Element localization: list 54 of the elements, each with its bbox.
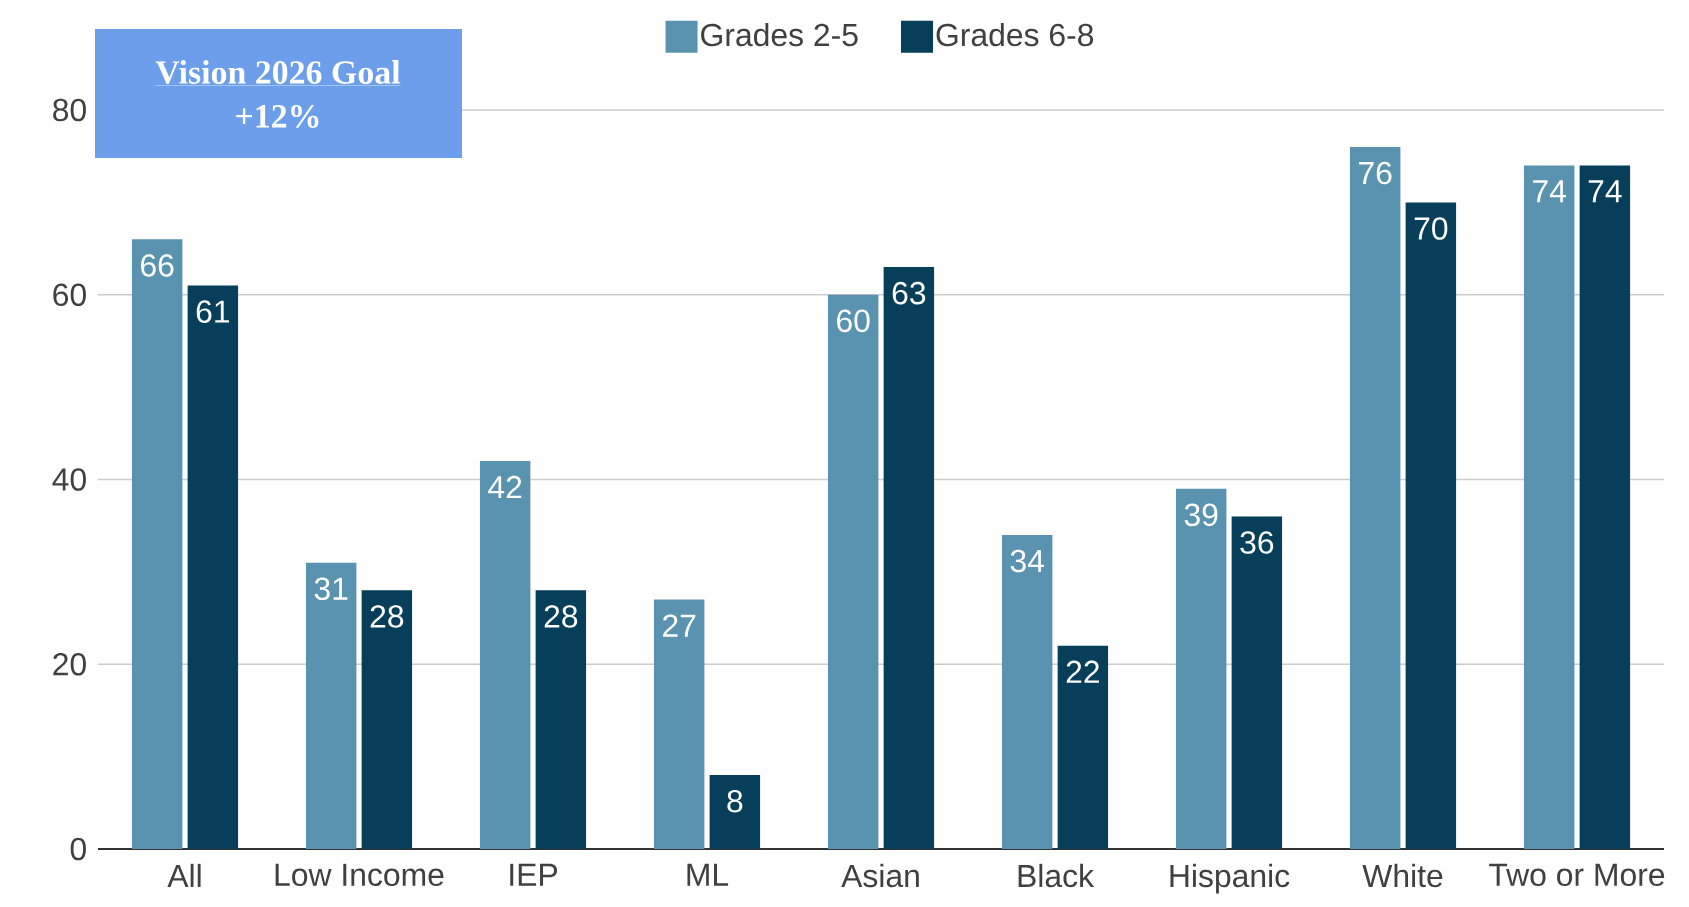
bar	[1057, 645, 1109, 849]
bar	[1579, 165, 1631, 849]
bar	[709, 775, 761, 849]
data-label: 42	[488, 475, 522, 499]
x-tick-label: Asian	[841, 863, 919, 888]
x-tick-label: Two or More	[1489, 863, 1665, 887]
y-tick-label: 40	[52, 468, 86, 491]
y-tick-label: 0	[70, 837, 86, 861]
bar	[479, 461, 531, 849]
bar	[1405, 202, 1457, 849]
bar	[535, 590, 587, 849]
x-tick-label: IEP	[510, 863, 558, 886]
data-label: 74	[1588, 180, 1622, 203]
x-tick-label: Black	[1018, 863, 1095, 888]
legend-label: Grades 6-8	[936, 22, 1094, 47]
data-label: 28	[370, 605, 404, 628]
bar	[1231, 516, 1283, 849]
bar	[1523, 165, 1575, 849]
bar	[187, 285, 239, 849]
data-label: 36	[1240, 531, 1274, 554]
data-label: 74	[1533, 180, 1566, 203]
legend-label: Grades 2-5	[701, 22, 858, 47]
y-tick-label: 20	[53, 652, 86, 676]
bar	[1001, 534, 1053, 849]
bar	[883, 267, 935, 849]
data-label: 76	[1359, 161, 1392, 185]
annotation: +12%	[236, 104, 319, 128]
bar	[653, 599, 705, 849]
data-label: 60	[837, 309, 870, 333]
text: Vision 2026 Goal	[155, 60, 401, 85]
bar	[305, 562, 357, 849]
x-tick-label: Hispanic	[1170, 863, 1290, 894]
bar	[131, 239, 183, 849]
data-label: 22	[1066, 660, 1099, 683]
bar	[827, 294, 879, 849]
y-tick-label: 60	[53, 283, 86, 307]
data-label: 66	[141, 254, 174, 277]
data-label: 63	[892, 281, 926, 305]
data-label: 31	[314, 577, 348, 601]
bar	[361, 590, 413, 849]
x-tick-label: Low Income	[275, 863, 444, 887]
data-label: 34	[1010, 549, 1044, 573]
data-label: 61	[196, 300, 230, 323]
data-label: 27	[663, 614, 696, 637]
data-label: 28	[544, 605, 578, 628]
x-tick-label: All	[167, 863, 201, 887]
y-tick-label: 80	[53, 98, 86, 122]
x-tick-label: ML	[687, 863, 729, 886]
data-label: 39	[1184, 503, 1218, 527]
x-tick-label: White	[1362, 863, 1443, 888]
data-label: 8	[727, 789, 743, 813]
bar	[1175, 488, 1227, 849]
data-label: 70	[1414, 217, 1448, 240]
bar	[1349, 146, 1401, 849]
